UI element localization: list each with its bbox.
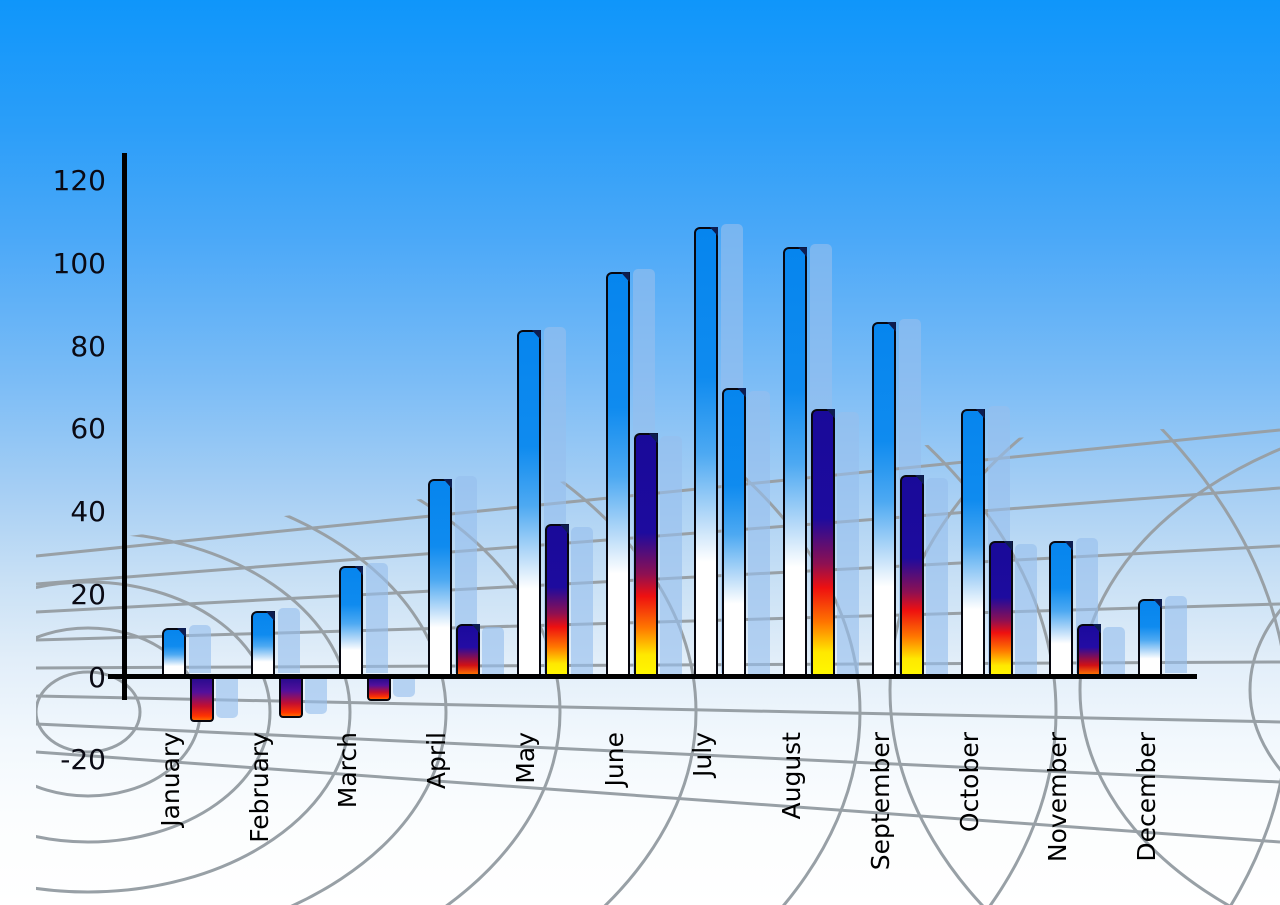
bar-primary-april [428,478,453,680]
x-tick-label-may: May [510,732,540,784]
bar-top-edge-bevel [559,524,569,535]
bar-secondary-may [544,524,569,680]
y-tick-label-120: 120 [52,164,106,198]
bar-shadow-secondary-october [1014,543,1037,676]
bar-top-edge-bevel [798,247,808,258]
x-tick-label-december: December [1132,732,1162,862]
bar-shadow-secondary-september [925,477,948,676]
bar-top-edge-bevel [737,387,747,398]
x-tick-label-july: July [688,732,718,777]
y-tick-label-80: 80 [70,329,106,363]
y-tick-label-20: 20 [70,577,106,611]
bar-top-edge-bevel [443,478,453,489]
bar-primary-january [162,627,186,680]
bar-shadow-secondary-november [1103,626,1126,676]
bar-shadow-secondary-june [659,436,682,676]
y-axis-line [122,153,127,700]
bar-secondary-february [278,678,303,718]
x-tick-label-january: January [156,732,185,827]
bar-primary-august [783,247,808,680]
bar-top-edge-bevel [826,408,836,419]
x-axis-zero-line [108,674,1197,679]
bar-shadow-primary-january [189,624,211,674]
bar-primary-june [605,272,630,680]
bar-primary-july [694,226,719,680]
bar-primary-february [250,611,275,680]
bar-top-edge-bevel [620,272,630,283]
bar-shadow-secondary-may [570,527,593,676]
bar-secondary-july [722,387,747,680]
bar-shadow-secondary-july [748,390,771,676]
bar-primary-may [516,329,541,680]
bar-top-edge-bevel [531,329,541,340]
bar-top-edge-bevel [265,611,275,622]
x-tick-label-april: April [422,732,452,790]
y-tick-label-60: 60 [70,412,106,446]
bar-top-edge-bevel [471,623,481,634]
bar-primary-december [1138,598,1163,680]
bar-primary-october [960,408,985,680]
x-tick-label-february: February [244,732,274,843]
x-tick-label-august: August [777,732,807,820]
y-tick-label-0: 0 [88,660,106,694]
x-tick-label-march: March [333,732,363,809]
bar-shadow-secondary-february [304,678,327,714]
bar-top-edge-bevel [975,408,985,419]
x-tick-label-june: June [599,732,629,787]
bar-secondary-april [456,623,481,680]
bar-secondary-march [367,678,392,702]
bar-primary-march [339,565,364,680]
y-tick-label--20: -20 [60,743,106,777]
bar-top-edge-bevel [886,321,896,332]
y-tick-label-100: 100 [52,246,106,280]
bar-secondary-august [811,408,836,680]
bar-secondary-october [988,540,1013,680]
bar-shadow-primary-march [366,562,389,674]
bar-secondary-june [633,433,658,680]
x-tick-label-november: November [1043,732,1073,863]
bar-top-edge-bevel [177,627,186,638]
bar-shadow-secondary-january [216,678,238,718]
bar-top-edge-bevel [648,433,658,444]
bar-top-edge-bevel [354,565,364,576]
bar-shadow-secondary-april [482,626,505,676]
bar-top-edge-bevel [1153,598,1163,609]
y-tick-label-40: 40 [70,495,106,529]
bar-secondary-september [899,474,924,680]
bar-primary-september [871,321,896,680]
x-tick-label-october: October [954,732,984,833]
bar-shadow-secondary-august [837,411,860,676]
bar-secondary-november [1077,623,1102,680]
bar-top-edge-bevel [709,226,719,237]
x-tick-label-september: September [865,732,895,871]
bar-top-edge-bevel [1092,623,1102,634]
bar-shadow-secondary-march [393,678,416,698]
bar-shadow-primary-december [1165,595,1188,674]
bar-top-edge-bevel [1003,540,1013,551]
bar-shadow-primary-february [277,608,300,674]
bar-top-edge-bevel [914,474,924,485]
bar-primary-november [1049,540,1074,680]
bar-top-edge-bevel [1064,540,1074,551]
bar-secondary-january [190,678,214,722]
